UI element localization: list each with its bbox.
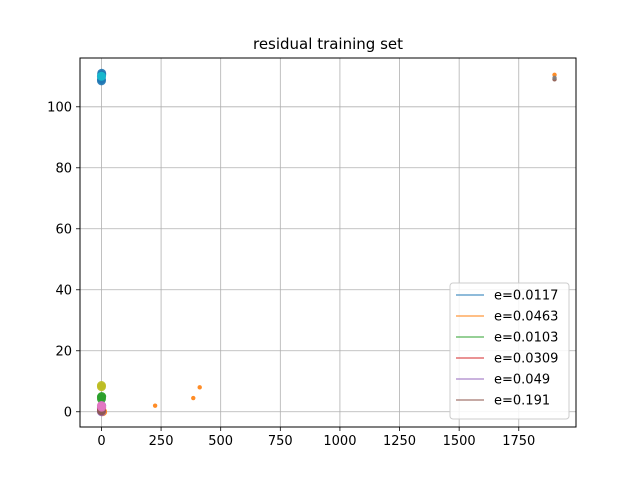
x-tick-label: 250 <box>149 434 174 449</box>
y-tick-label: 40 <box>55 283 72 298</box>
legend-label: e=0.0117 <box>494 289 558 304</box>
legend-label: e=0.0463 <box>494 310 558 325</box>
legend-label: e=0.049 <box>494 373 550 388</box>
data-point <box>152 403 158 408</box>
x-tick-label: 1750 <box>502 434 535 449</box>
x-tick-label: 500 <box>208 434 233 449</box>
data-point <box>97 392 107 402</box>
legend-label: e=0.191 <box>494 394 550 409</box>
y-tick-label: 60 <box>55 222 72 237</box>
data-point <box>552 75 557 81</box>
data-point <box>96 381 106 391</box>
axis-ticks: 0 250 500 750 1000 1250 1500 1750 0 20 40 60 80 100 <box>47 100 535 449</box>
x-tick-label: 1000 <box>323 434 356 449</box>
legend: e=0.0117 e=0.0463 e=0.0103 e=0.0309 e=0.049 e… <box>449 282 570 420</box>
x-tick-label: 1500 <box>443 434 476 449</box>
x-tick-label: 750 <box>268 434 293 449</box>
y-tick-label: 0 <box>64 405 72 420</box>
data-point <box>552 72 557 77</box>
data-point <box>96 71 106 81</box>
y-tick-label: 80 <box>55 161 72 176</box>
y-tick-label: 100 <box>47 100 72 115</box>
legend-box <box>449 282 570 420</box>
x-tick-label: 1250 <box>383 434 416 449</box>
legend-label: e=0.0309 <box>494 352 558 367</box>
data-point <box>97 402 107 412</box>
legend-label: e=0.0103 <box>494 331 558 346</box>
plot-frame <box>79 57 577 428</box>
y-tick-label: 20 <box>55 344 72 359</box>
chart-title: residual training set <box>253 35 403 53</box>
data-point <box>197 385 202 390</box>
data-points <box>96 68 557 417</box>
x-tick-label: 0 <box>97 434 105 449</box>
data-point <box>191 395 196 401</box>
